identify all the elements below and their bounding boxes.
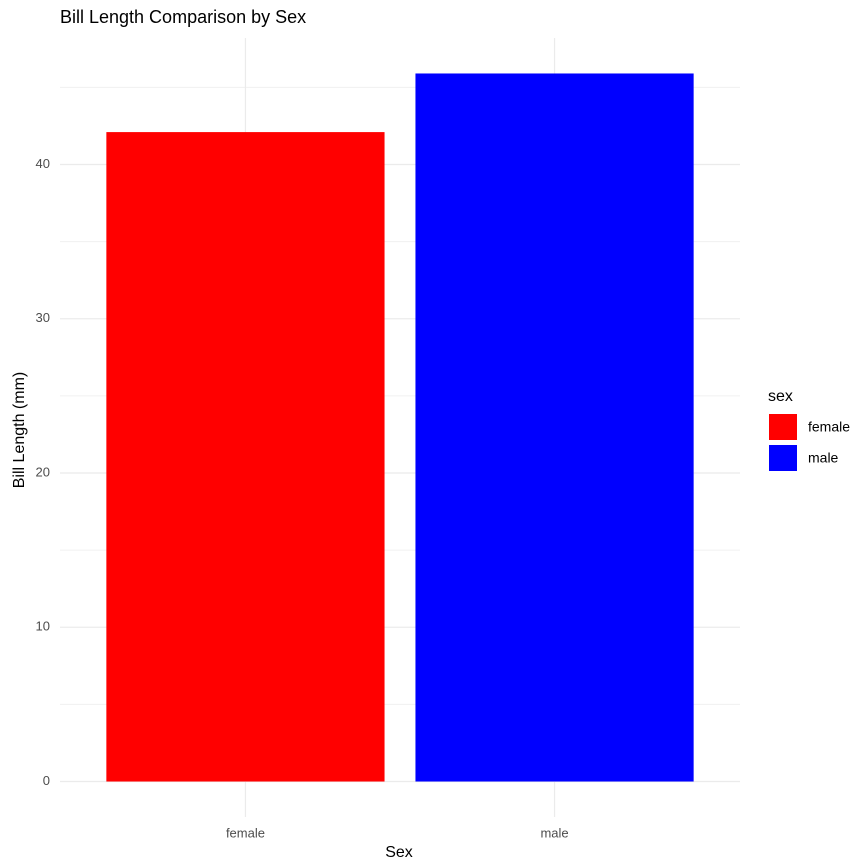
legend-key [769, 445, 797, 471]
y-tick-label: 10 [36, 619, 50, 634]
bar [106, 132, 385, 782]
x-tick-label: female [226, 825, 265, 840]
x-tick-label: male [540, 825, 568, 840]
y-tick-label: 0 [43, 773, 50, 788]
legend-title: sex [768, 388, 793, 405]
legend-key [769, 414, 797, 440]
legend-label: female [808, 419, 850, 435]
legend-label: male [808, 450, 839, 466]
x-axis-label: Sex [385, 844, 413, 861]
bar [415, 73, 694, 782]
chart-title: Bill Length Comparison by Sex [60, 7, 306, 27]
y-tick-label: 20 [36, 464, 50, 479]
y-tick-label: 40 [36, 156, 50, 171]
y-tick-label: 30 [36, 310, 50, 325]
y-axis-label: Bill Length (mm) [11, 372, 28, 488]
